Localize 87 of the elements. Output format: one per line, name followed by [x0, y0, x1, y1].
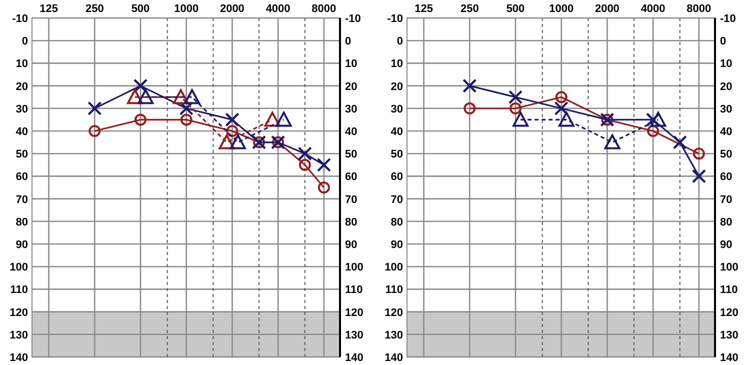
x-tick-label: 125 — [414, 3, 433, 15]
y2-tick-label: 10 — [720, 58, 732, 70]
x-tick-label: 250 — [460, 3, 479, 15]
y2-tick-label: 50 — [345, 148, 358, 161]
y-tick-label: 120 — [384, 306, 403, 319]
y2-tick-label: 40 — [720, 126, 732, 138]
y-tick-label: 60 — [390, 171, 403, 184]
y-tick-label: 0 — [396, 36, 403, 48]
point — [508, 90, 523, 104]
point — [692, 148, 705, 160]
x-tick-label: 1000 — [174, 3, 199, 15]
y2-tick-label: 70 — [345, 194, 358, 206]
point — [554, 101, 568, 116]
y-tick-label: 0 — [22, 36, 28, 48]
x-tick-label: 4000 — [640, 3, 666, 15]
y2-tick-label: 80 — [345, 216, 358, 228]
x-tick-label: 2000 — [594, 3, 620, 15]
y-tick-label: 140 — [10, 352, 28, 364]
y2-tick-label: 30 — [345, 103, 358, 116]
y-tick-label: 40 — [16, 126, 28, 138]
y2-tick-label: 60 — [345, 171, 358, 184]
y-tick-label: 60 — [16, 171, 28, 184]
y2-tick-label: 110 — [720, 284, 738, 296]
y-tick-label: -10 — [12, 13, 28, 25]
y2-tick-label: 120 — [345, 306, 364, 319]
point — [555, 91, 568, 104]
y-tick-label: 80 — [390, 216, 403, 228]
y2-tick-label: 70 — [720, 194, 732, 206]
y-tick-label: 30 — [16, 103, 28, 116]
point — [464, 102, 476, 114]
y2-tick-label: 10 — [345, 58, 358, 70]
x-tick-label: 1000 — [549, 3, 574, 15]
x-tick-label: 125 — [40, 3, 58, 15]
y2-tick-label: -10 — [720, 13, 736, 25]
y-tick-label: 40 — [390, 126, 403, 138]
point — [646, 112, 660, 127]
y-tick-label: 80 — [16, 216, 28, 228]
y2-tick-label: 90 — [345, 239, 358, 251]
y2-tick-label: 50 — [720, 148, 732, 161]
y2-tick-label: 20 — [345, 80, 358, 93]
y-tick-label: 30 — [390, 103, 403, 116]
y-tick-label: 100 — [10, 262, 28, 274]
y-tick-label: 140 — [384, 352, 403, 364]
point — [647, 125, 660, 137]
x-tick-label: 4000 — [266, 3, 290, 15]
y-tick-label: -10 — [387, 13, 403, 25]
point — [509, 102, 522, 114]
y2-tick-label: 140 — [345, 352, 364, 364]
y2-tick-label: 0 — [720, 36, 726, 48]
y-tick-label: 10 — [16, 58, 28, 70]
y-tick-label: 90 — [16, 239, 28, 251]
x-tick-label: 500 — [131, 3, 150, 15]
x-tick-label: 8000 — [686, 3, 712, 15]
y2-tick-label: 140 — [720, 352, 738, 364]
x-tick-label: 8000 — [312, 3, 336, 15]
y2-tick-label: -10 — [345, 13, 361, 25]
y-tick-label: 70 — [390, 194, 403, 206]
y-tick-label: 10 — [390, 58, 403, 70]
y2-tick-label: 40 — [345, 126, 358, 138]
y2-tick-label: 110 — [345, 284, 363, 296]
y-tick-label: 70 — [16, 194, 28, 206]
y-tick-label: 110 — [385, 284, 403, 296]
y-tick-label: 130 — [384, 329, 403, 342]
y2-tick-label: 90 — [720, 239, 732, 251]
y-tick-label: 90 — [390, 239, 403, 251]
y-tick-label: 120 — [10, 306, 28, 319]
y2-tick-label: 30 — [720, 103, 732, 116]
y-tick-label: 50 — [390, 148, 403, 161]
y-tick-label: 20 — [390, 80, 403, 93]
y2-tick-label: 120 — [720, 306, 738, 319]
y2-tick-label: 100 — [720, 262, 738, 274]
y2-tick-label: 100 — [345, 262, 364, 274]
x-tick-label: 2000 — [220, 3, 244, 15]
y2-tick-label: 80 — [720, 216, 732, 228]
y-tick-label: 20 — [16, 80, 28, 93]
y-tick-label: 50 — [16, 148, 28, 161]
y2-tick-label: 60 — [720, 171, 732, 184]
y2-tick-label: 20 — [720, 80, 732, 93]
x-tick-label: 250 — [85, 3, 104, 15]
x-tick-label: 500 — [506, 3, 525, 15]
y2-tick-label: 130 — [720, 329, 738, 342]
point — [462, 78, 477, 93]
y-tick-label: 100 — [384, 262, 403, 274]
y2-tick-label: 130 — [345, 329, 364, 342]
y-tick-label: 130 — [10, 329, 28, 342]
y-tick-label: 110 — [10, 284, 28, 296]
y2-tick-label: 0 — [345, 36, 352, 48]
